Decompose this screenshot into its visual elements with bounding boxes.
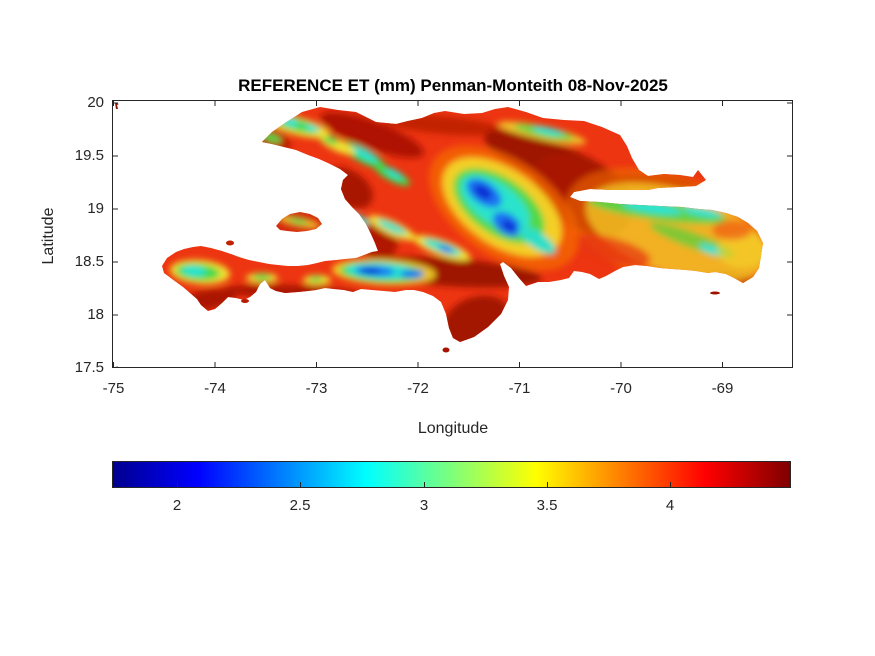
xtick-label-m70: -70: [610, 380, 632, 397]
colorbar-label-2-5: 2.5: [289, 497, 311, 514]
corner-data-artifact: [115, 103, 119, 109]
xtick-label-m74: -74: [204, 380, 226, 397]
colorbar-tick-2-5: [300, 482, 301, 487]
colorbar-tick-4: [670, 482, 671, 487]
xtick-label-m72: -72: [407, 380, 429, 397]
ytick-label-17-5: 17.5: [74, 359, 104, 376]
ile-a-vache-islet: [241, 299, 249, 303]
colorbar-tick-2: [177, 482, 178, 487]
xtick-label-m71: -71: [508, 380, 531, 397]
colorbar-label-3: 3: [419, 497, 429, 514]
colorbar: [112, 461, 791, 488]
island-raster: [162, 107, 763, 342]
isla-saona-islet: [710, 291, 720, 295]
isla-beata-islet: [442, 347, 450, 353]
colorbar-tick-3: [424, 482, 425, 487]
x-axis-label: Longitude: [417, 420, 489, 437]
map-axes: [111, 100, 793, 369]
xtick-label-m73: -73: [305, 380, 328, 397]
ytick-label-18-5: 18.5: [74, 253, 104, 270]
gonave-island: [276, 212, 322, 232]
ytick-label-19-5: 19.5: [74, 147, 104, 164]
et-heatmap-svg: [111, 100, 793, 369]
grande-cayemite-islet: [226, 240, 234, 246]
colorbar-label-3-5: 3.5: [536, 497, 558, 514]
axes-border: [112, 100, 793, 368]
xtick-label-m75: -75: [102, 380, 125, 397]
colorbar-label-4: 4: [665, 497, 675, 514]
y-axis-label: Latitude: [40, 207, 57, 265]
colorbar-tick-3-5: [547, 482, 548, 487]
colorbar-label-2: 2: [172, 497, 182, 514]
xtick-label-m69: -69: [711, 380, 734, 397]
chart-title: REFERENCE ET (mm) Penman-Monteith 08-Nov…: [238, 76, 668, 95]
ytick-label-18: 18: [87, 306, 104, 323]
ytick-label-19: 19: [87, 200, 104, 217]
ytick-label-20: 20: [87, 94, 104, 111]
